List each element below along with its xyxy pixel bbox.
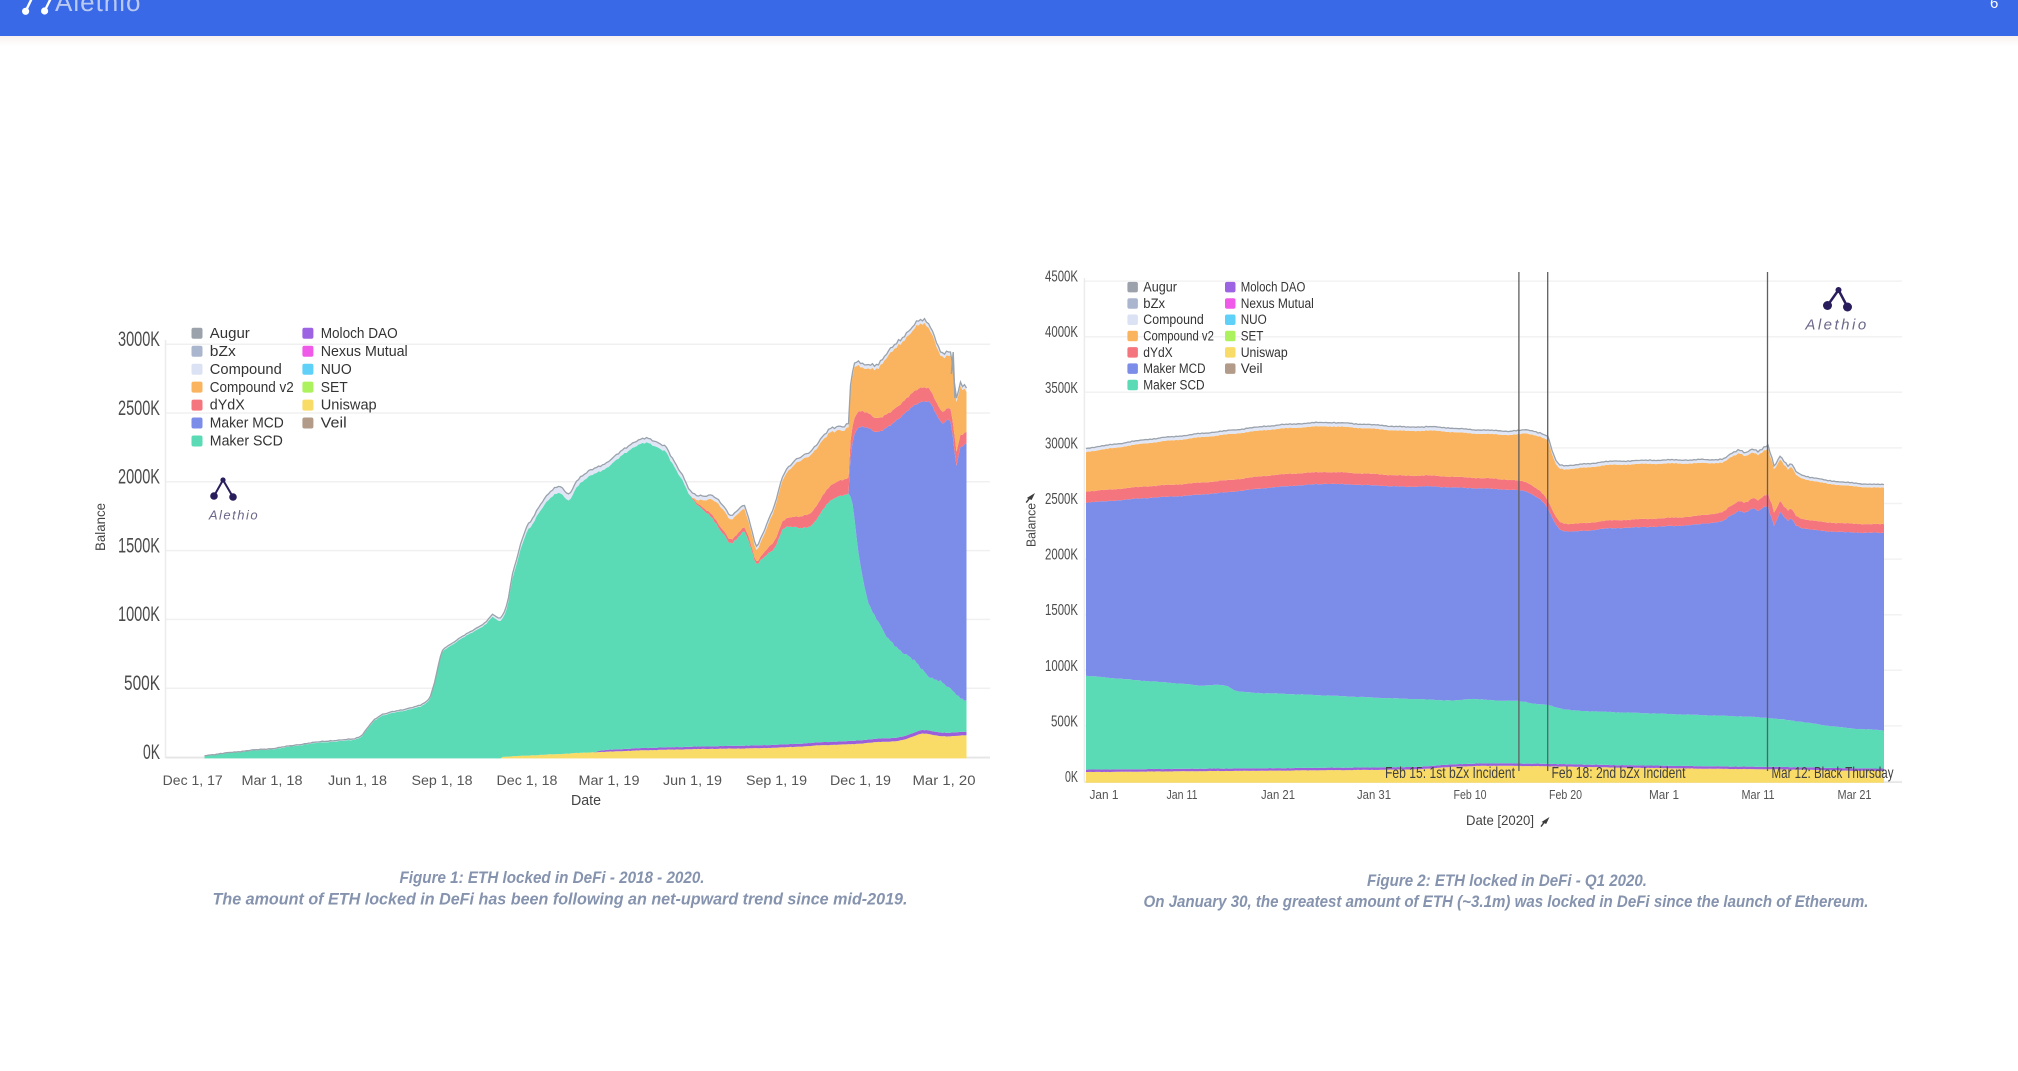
svg-text:NUO: NUO: [321, 361, 352, 378]
svg-text:Mar 11: Mar 11: [1742, 788, 1775, 802]
svg-text:1000K: 1000K: [118, 603, 160, 626]
svg-text:On January 30, the greatest am: On January 30, the greatest amount of ET…: [1144, 893, 1869, 911]
svg-text:Augur: Augur: [1143, 280, 1177, 295]
svg-text:2500K: 2500K: [118, 397, 160, 420]
svg-text:Feb 20: Feb 20: [1549, 788, 1582, 802]
svg-text:2500K: 2500K: [1045, 491, 1078, 508]
svg-text:Jan 21: Jan 21: [1261, 788, 1295, 802]
svg-text:SET: SET: [1241, 329, 1264, 344]
svg-text:Dec 1, 19: Dec 1, 19: [830, 773, 891, 788]
svg-text:Figure 1: ETH locked in DeFi -: Figure 1: ETH locked in DeFi - 2018 - 20…: [400, 869, 705, 887]
svg-text:Figure 2: ETH locked in DeFi -: Figure 2: ETH locked in DeFi - Q1 2020.: [1367, 872, 1647, 890]
svg-text:0K: 0K: [143, 741, 160, 764]
svg-text:dYdX: dYdX: [210, 397, 245, 414]
svg-text:Compound: Compound: [210, 361, 282, 378]
svg-text:3000K: 3000K: [118, 328, 160, 351]
svg-text:Compound: Compound: [1143, 312, 1204, 327]
svg-text:Maker SCD: Maker SCD: [210, 433, 283, 450]
svg-text:Compound v2: Compound v2: [210, 379, 294, 396]
svg-text:0K: 0K: [1065, 769, 1078, 786]
svg-text:Maker MCD: Maker MCD: [1143, 361, 1205, 376]
svg-text:Balance: Balance: [92, 503, 108, 551]
svg-text:Nexus Mutual: Nexus Mutual: [1241, 296, 1314, 311]
svg-text:Feb 18: 2nd bZx Incident: Feb 18: 2nd bZx Incident: [1552, 765, 1686, 782]
svg-text:Veil: Veil: [321, 415, 347, 432]
svg-text:Mar 1: Mar 1: [1649, 788, 1679, 802]
svg-text:Mar 21: Mar 21: [1838, 788, 1872, 802]
svg-text:Feb 15: 1st bZx Incident: Feb 15: 1st bZx Incident: [1385, 765, 1515, 782]
svg-text:Uniswap: Uniswap: [1241, 345, 1288, 360]
svg-text:3500K: 3500K: [1045, 380, 1078, 397]
svg-text:Maker MCD: Maker MCD: [210, 415, 284, 432]
svg-text:2000K: 2000K: [118, 466, 160, 489]
svg-text:SET: SET: [321, 379, 348, 396]
svg-text:Balance: Balance: [1024, 503, 1039, 547]
svg-text:bZx: bZx: [1143, 296, 1165, 311]
svg-text:Jan 1: Jan 1: [1090, 788, 1119, 802]
svg-text:Mar 1, 18: Mar 1, 18: [242, 773, 303, 788]
svg-text:1000K: 1000K: [1045, 658, 1078, 675]
svg-text:4000K: 4000K: [1045, 324, 1078, 341]
svg-text:Mar 12: Black Thursday: Mar 12: Black Thursday: [1772, 765, 1894, 782]
svg-text:Date: Date: [571, 792, 601, 809]
svg-text:2000K: 2000K: [1045, 547, 1078, 564]
svg-text:bZx: bZx: [210, 343, 237, 360]
svg-text:Date [2020]: Date [2020]: [1466, 812, 1534, 828]
svg-text:Augur: Augur: [210, 325, 250, 342]
svg-text:The amount of ETH locked in De: The amount of ETH locked in DeFi has bee…: [213, 891, 908, 909]
svg-text:Dec 1, 17: Dec 1, 17: [163, 773, 223, 788]
svg-text:1500K: 1500K: [118, 534, 160, 557]
svg-text:Sep 1, 18: Sep 1, 18: [412, 773, 473, 788]
svg-text:1500K: 1500K: [1045, 602, 1078, 619]
svg-text:Alethio: Alethio: [1804, 317, 1868, 334]
svg-text:Jun 1, 19: Jun 1, 19: [663, 773, 722, 788]
svg-text:Moloch DAO: Moloch DAO: [321, 325, 398, 342]
svg-text:Uniswap: Uniswap: [321, 397, 377, 414]
svg-text:Mar 1, 19: Mar 1, 19: [579, 773, 640, 788]
svg-text:Sep 1, 19: Sep 1, 19: [746, 773, 807, 788]
svg-text:Nexus Mutual: Nexus Mutual: [321, 343, 408, 360]
svg-text:Jan 31: Jan 31: [1357, 788, 1391, 802]
svg-text:Dec 1, 18: Dec 1, 18: [497, 773, 558, 788]
svg-text:4500K: 4500K: [1045, 269, 1078, 286]
svg-text:Jan 11: Jan 11: [1167, 788, 1198, 802]
svg-text:3000K: 3000K: [1045, 435, 1078, 452]
svg-text:Moloch DAO: Moloch DAO: [1241, 280, 1306, 295]
svg-text:NUO: NUO: [1241, 312, 1267, 327]
svg-text:Feb 10: Feb 10: [1454, 788, 1487, 802]
svg-text:dYdX: dYdX: [1143, 345, 1172, 360]
svg-text:500K: 500K: [1051, 713, 1078, 730]
svg-text:Veil: Veil: [1241, 361, 1263, 376]
svg-text:Maker SCD: Maker SCD: [1143, 377, 1205, 392]
svg-text:Alethio: Alethio: [208, 508, 259, 523]
svg-text:Mar 1, 20: Mar 1, 20: [913, 773, 976, 788]
svg-text:Jun 1, 18: Jun 1, 18: [328, 773, 387, 788]
svg-text:Compound v2: Compound v2: [1143, 329, 1214, 344]
svg-text:500K: 500K: [124, 672, 160, 695]
